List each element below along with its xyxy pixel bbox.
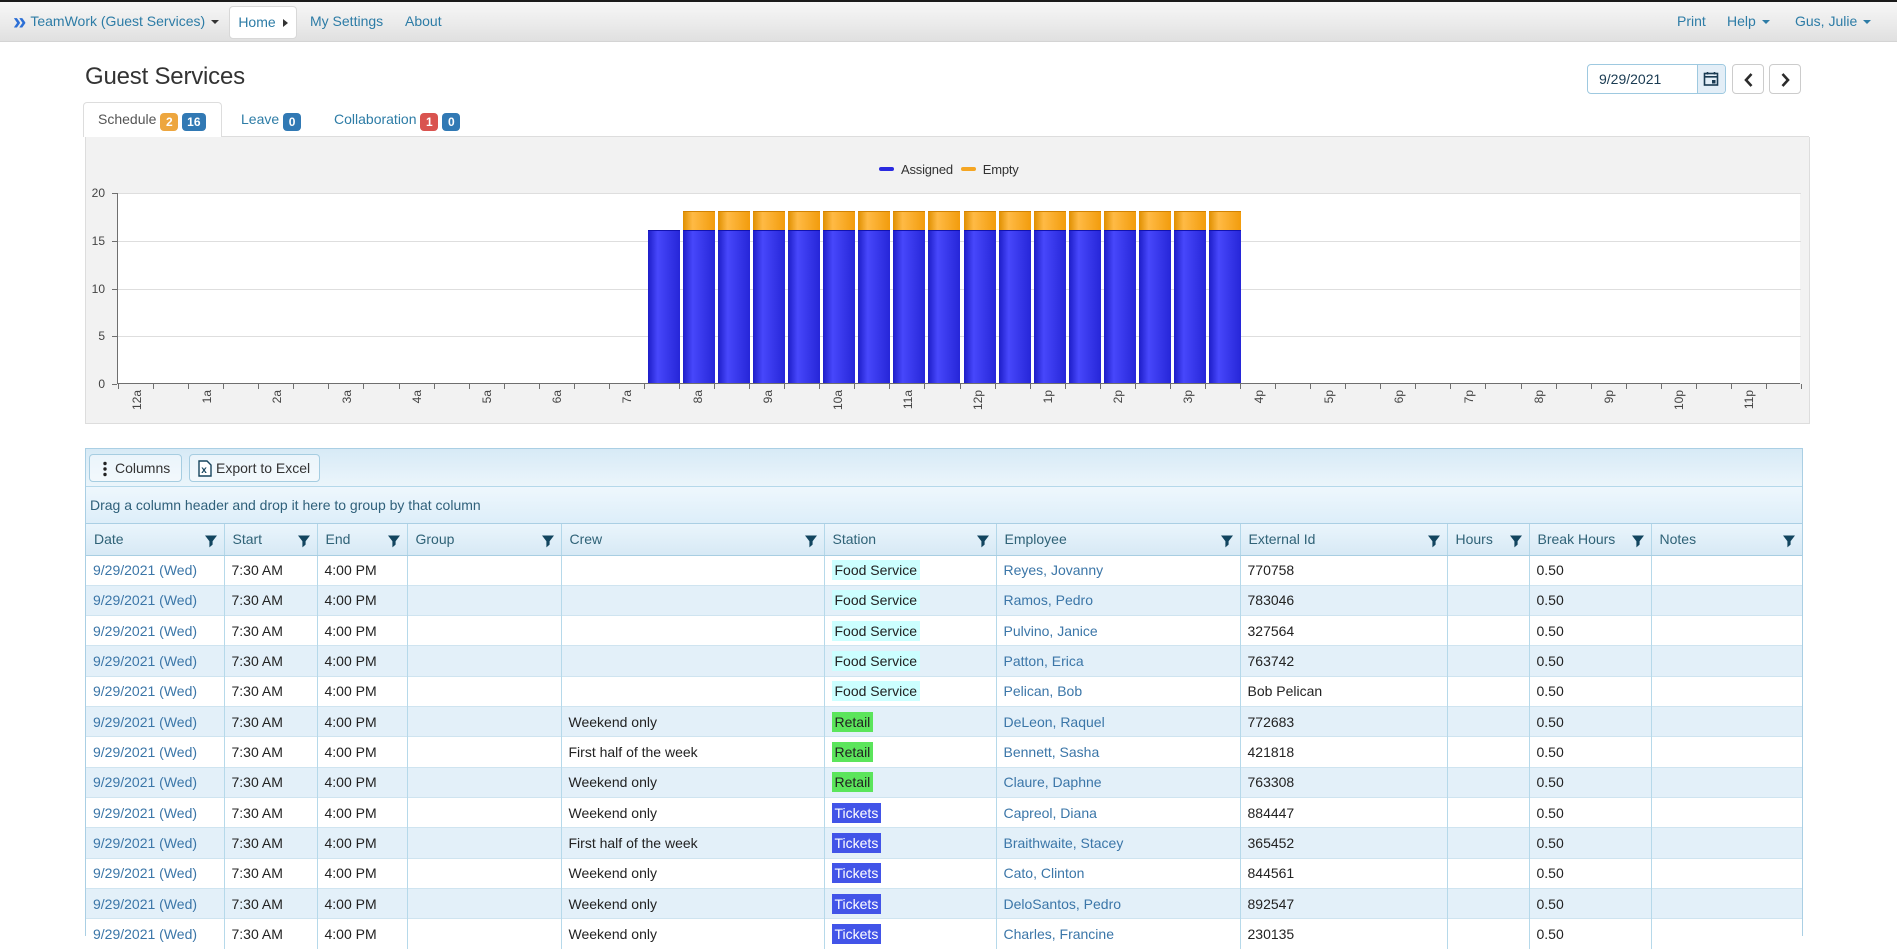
svg-text:x: x	[201, 465, 207, 476]
